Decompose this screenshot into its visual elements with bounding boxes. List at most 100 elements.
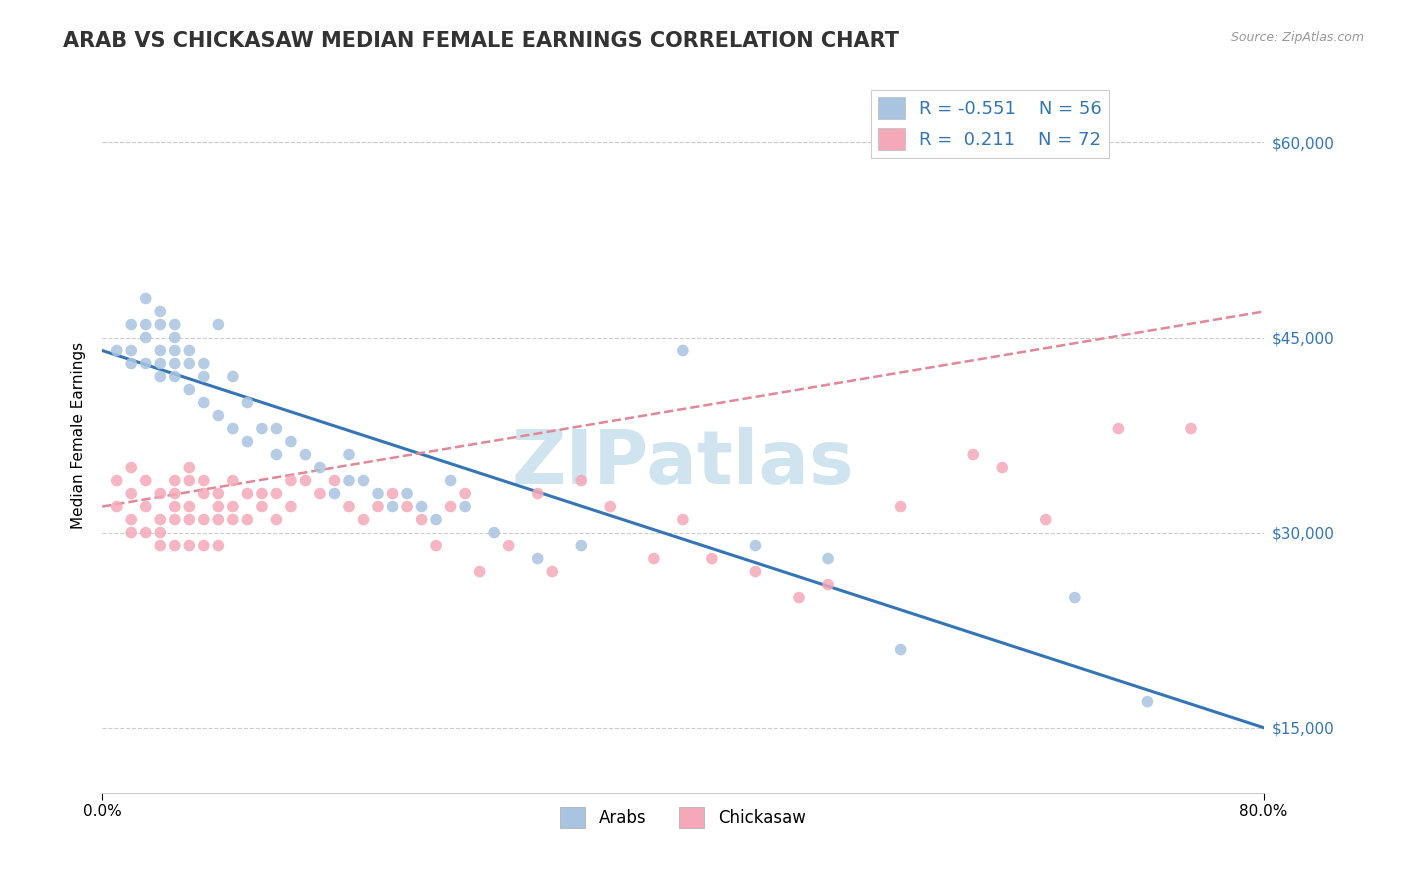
Point xyxy=(105,474,128,488)
Point xyxy=(149,343,172,358)
Point xyxy=(439,500,461,514)
Point xyxy=(105,500,128,514)
Point xyxy=(454,486,477,500)
Point xyxy=(744,539,766,553)
Point xyxy=(163,357,186,371)
Point xyxy=(163,486,186,500)
Point xyxy=(179,460,201,475)
Point xyxy=(294,448,316,462)
Point xyxy=(163,474,186,488)
Point xyxy=(280,434,302,449)
Point xyxy=(323,474,346,488)
Point xyxy=(337,474,360,488)
Point xyxy=(396,486,419,500)
Point xyxy=(120,512,142,526)
Point xyxy=(163,318,186,332)
Point xyxy=(222,421,245,435)
Point xyxy=(454,500,477,514)
Point xyxy=(149,318,172,332)
Point xyxy=(991,460,1014,475)
Point xyxy=(135,357,157,371)
Point xyxy=(236,395,259,409)
Point xyxy=(425,539,447,553)
Point xyxy=(149,357,172,371)
Point xyxy=(672,343,695,358)
Point xyxy=(149,486,172,500)
Point xyxy=(120,318,142,332)
Point xyxy=(193,369,215,384)
Point xyxy=(149,304,172,318)
Point xyxy=(744,565,766,579)
Point xyxy=(787,591,810,605)
Point xyxy=(179,357,201,371)
Point xyxy=(250,500,273,514)
Point xyxy=(309,486,332,500)
Point xyxy=(468,565,491,579)
Point xyxy=(439,474,461,488)
Point xyxy=(222,369,245,384)
Point xyxy=(120,343,142,358)
Point xyxy=(207,318,229,332)
Point xyxy=(236,486,259,500)
Point xyxy=(890,500,912,514)
Point xyxy=(411,512,433,526)
Point xyxy=(105,343,128,358)
Point xyxy=(163,369,186,384)
Point xyxy=(135,500,157,514)
Point xyxy=(643,551,665,566)
Y-axis label: Median Female Earnings: Median Female Earnings xyxy=(72,342,86,529)
Point xyxy=(367,486,389,500)
Point xyxy=(193,357,215,371)
Point xyxy=(425,512,447,526)
Point xyxy=(353,512,375,526)
Point xyxy=(193,512,215,526)
Point xyxy=(207,486,229,500)
Point xyxy=(149,539,172,553)
Point xyxy=(1180,421,1202,435)
Point xyxy=(236,512,259,526)
Point xyxy=(569,539,592,553)
Point xyxy=(526,486,548,500)
Text: ZIPatlas: ZIPatlas xyxy=(512,427,855,500)
Point xyxy=(890,642,912,657)
Point xyxy=(207,539,229,553)
Point xyxy=(179,474,201,488)
Point xyxy=(120,460,142,475)
Point xyxy=(163,512,186,526)
Point xyxy=(179,512,201,526)
Text: ARAB VS CHICKASAW MEDIAN FEMALE EARNINGS CORRELATION CHART: ARAB VS CHICKASAW MEDIAN FEMALE EARNINGS… xyxy=(63,31,900,51)
Point xyxy=(541,565,564,579)
Point xyxy=(266,448,288,462)
Point xyxy=(353,474,375,488)
Point xyxy=(207,500,229,514)
Point xyxy=(700,551,723,566)
Point xyxy=(120,486,142,500)
Point xyxy=(179,383,201,397)
Point xyxy=(411,500,433,514)
Point xyxy=(120,357,142,371)
Point xyxy=(193,395,215,409)
Point xyxy=(193,474,215,488)
Point xyxy=(1136,695,1159,709)
Point xyxy=(135,330,157,344)
Point xyxy=(236,434,259,449)
Point xyxy=(294,474,316,488)
Point xyxy=(498,539,520,553)
Point xyxy=(135,474,157,488)
Point xyxy=(222,500,245,514)
Point xyxy=(817,551,839,566)
Point xyxy=(120,525,142,540)
Point xyxy=(266,486,288,500)
Point xyxy=(193,539,215,553)
Point xyxy=(381,500,404,514)
Point xyxy=(149,525,172,540)
Point xyxy=(207,512,229,526)
Point xyxy=(367,500,389,514)
Point xyxy=(179,539,201,553)
Point xyxy=(1063,591,1085,605)
Point xyxy=(672,512,695,526)
Point xyxy=(149,369,172,384)
Point xyxy=(250,486,273,500)
Point xyxy=(569,474,592,488)
Point xyxy=(207,409,229,423)
